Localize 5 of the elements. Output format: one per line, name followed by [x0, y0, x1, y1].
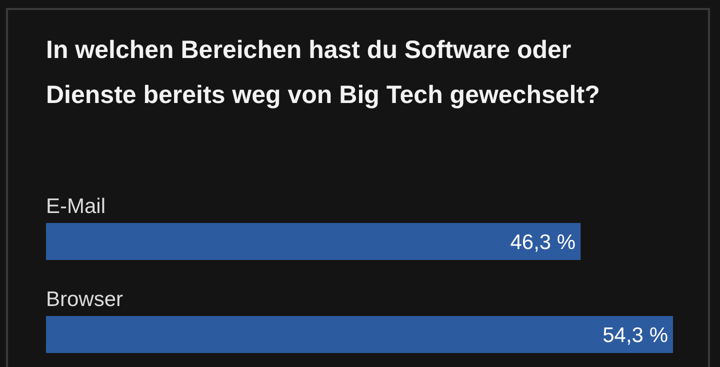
y-tick-label: E-Mail — [46, 195, 106, 218]
chart-title: In welchen Bereichen hast du Software oder Dienste bereits weg von Big Tech gewechselt? — [46, 35, 601, 111]
data-label: 46,3 % — [510, 230, 576, 254]
y-tick-label: Browser — [46, 288, 124, 311]
data-label: 54,3 % — [602, 324, 668, 347]
